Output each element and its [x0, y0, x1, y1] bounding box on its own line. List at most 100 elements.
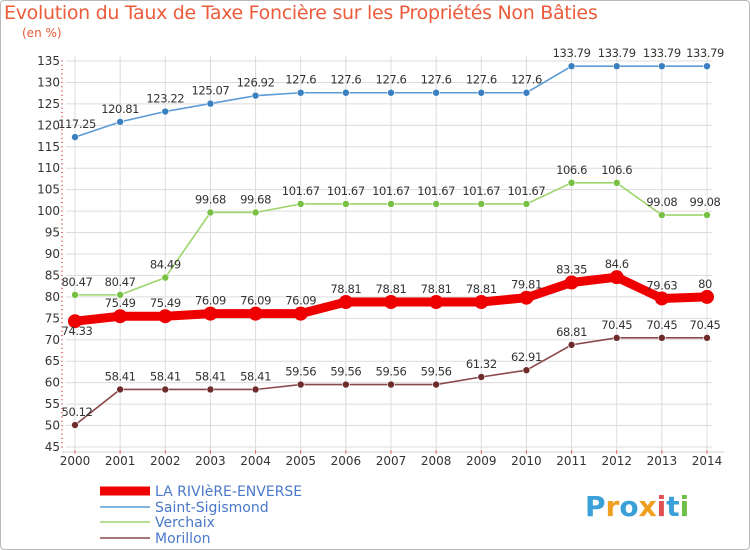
data-point — [564, 275, 579, 290]
data-point — [206, 99, 215, 108]
data-label: 78.81 — [421, 282, 452, 296]
data-label: 125.07 — [192, 84, 230, 98]
logo-letter: P — [585, 490, 606, 523]
data-point — [703, 334, 711, 342]
data-point — [703, 211, 711, 219]
proxiti-logo: Proxiti — [585, 490, 689, 523]
data-point — [161, 107, 170, 116]
data-point — [296, 380, 305, 389]
data-point — [477, 373, 486, 381]
data-point — [161, 385, 170, 394]
y-tick-label: 125 — [37, 97, 60, 111]
data-label: 59.56 — [376, 365, 407, 379]
legend-label: Morillon — [155, 531, 211, 547]
data-point — [522, 88, 531, 97]
data-label: 58.41 — [195, 369, 226, 383]
data-point — [68, 314, 82, 329]
legend-label: Saint-Sigismond — [155, 500, 269, 516]
data-label: 59.56 — [285, 365, 316, 379]
chart-title: Evolution du Taux de Taxe Foncière sur l… — [4, 2, 598, 24]
data-label: 83.35 — [556, 263, 587, 277]
data-point — [654, 291, 669, 306]
data-label: 62.91 — [511, 350, 542, 364]
data-label: 133.79 — [553, 46, 591, 60]
data-point — [384, 294, 398, 309]
logo-letter: o — [619, 490, 639, 523]
y-tick-label: 50 — [45, 419, 60, 433]
data-point — [296, 200, 305, 208]
data-point — [342, 88, 350, 97]
data-point — [342, 200, 350, 208]
data-point — [609, 270, 624, 285]
data-label: 106.6 — [601, 163, 632, 177]
data-point — [71, 421, 79, 429]
data-point — [251, 385, 260, 394]
y-tick-label: 120 — [37, 118, 60, 132]
data-label: 75.49 — [150, 296, 181, 310]
y-tick-label: 60 — [45, 376, 60, 390]
logo-letter: i — [679, 490, 690, 523]
x-tick-label: 2007 — [376, 454, 407, 468]
y-tick-label: 85 — [45, 268, 60, 282]
data-point — [658, 62, 666, 70]
data-label: 133.79 — [686, 46, 724, 60]
y-tick-label: 110 — [37, 161, 60, 175]
data-label: 76.09 — [285, 294, 316, 308]
data-label: 101.67 — [508, 184, 546, 198]
y-tick-label: 90 — [45, 247, 60, 261]
x-tick-label: 2012 — [601, 454, 632, 468]
logo-letter: r — [605, 490, 620, 523]
x-tick-label: 2008 — [421, 454, 452, 468]
data-point — [429, 294, 444, 309]
data-label: 106.6 — [556, 163, 587, 177]
data-label: 99.08 — [690, 195, 721, 209]
legend-label: Verchaix — [155, 515, 215, 531]
data-label: 123.22 — [146, 92, 184, 106]
data-point — [432, 380, 440, 389]
y-tick-label: 105 — [37, 183, 60, 197]
data-label: 78.81 — [466, 282, 497, 296]
logo-letter: x — [638, 490, 657, 523]
y-tick-label: 80 — [45, 290, 60, 304]
data-label: 50.12 — [62, 405, 93, 419]
data-point — [703, 62, 711, 70]
y-tick-label: 75 — [45, 311, 60, 325]
data-point — [206, 208, 215, 217]
data-label: 127.6 — [285, 73, 316, 87]
data-label: 76.09 — [195, 294, 226, 308]
data-label: 79.63 — [646, 278, 677, 292]
data-point — [519, 290, 534, 305]
y-tick-label: 115 — [37, 140, 60, 154]
data-point — [116, 118, 124, 126]
data-label: 58.41 — [150, 369, 181, 383]
data-point — [432, 200, 440, 208]
data-point — [432, 88, 440, 97]
data-point — [612, 179, 621, 187]
y-tick-label: 65 — [45, 354, 60, 368]
data-label: 99.08 — [646, 195, 677, 209]
data-label: 80.47 — [105, 275, 136, 289]
logo-letter: t — [666, 490, 680, 523]
data-label: 117.25 — [58, 117, 96, 131]
data-point — [567, 341, 576, 349]
data-point — [206, 385, 215, 394]
data-point — [116, 291, 124, 299]
data-point — [293, 306, 308, 321]
data-label: 127.6 — [376, 73, 407, 87]
x-tick-label: 2014 — [692, 454, 723, 468]
data-label: 70.45 — [690, 318, 721, 332]
data-point — [71, 133, 79, 141]
data-point — [477, 88, 486, 97]
data-point — [387, 200, 395, 208]
x-tick-label: 2010 — [511, 454, 542, 468]
x-tick-label: 2005 — [285, 454, 316, 468]
x-tick-label: 2004 — [240, 454, 271, 468]
data-point — [158, 309, 173, 324]
data-label: 80 — [698, 277, 712, 291]
data-label: 101.67 — [372, 184, 410, 198]
x-tick-label: 2006 — [331, 454, 362, 468]
data-point — [567, 179, 576, 187]
data-label: 84.6 — [605, 257, 629, 271]
data-point — [700, 289, 714, 304]
